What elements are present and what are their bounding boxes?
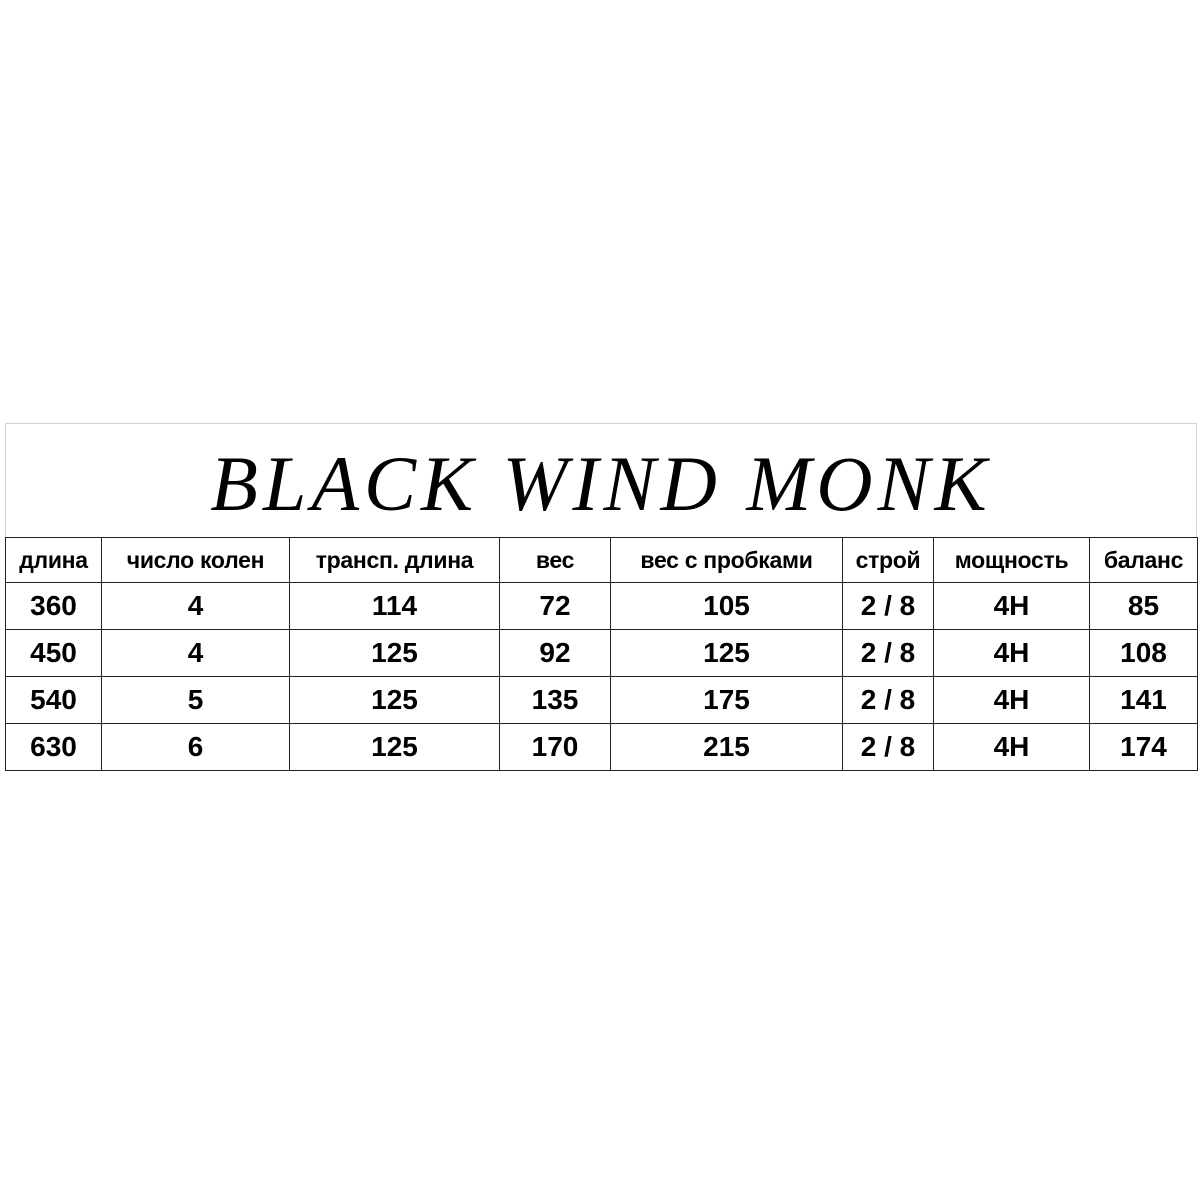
table-cell: 105 <box>610 582 843 630</box>
table-cell: 125 <box>610 629 843 677</box>
table-cell: 2 / 8 <box>842 582 934 630</box>
table-cell: 135 <box>499 676 611 724</box>
table-cell: 170 <box>499 723 611 771</box>
table-cell: 125 <box>289 629 500 677</box>
table-cell: 215 <box>610 723 843 771</box>
table-cell: 630 <box>5 723 102 771</box>
table-cell: 4 <box>101 582 290 630</box>
table-cell: 141 <box>1089 676 1198 724</box>
table-row: 630 6 125 170 215 2 / 8 4H 174 <box>5 723 1198 771</box>
table-cell: 125 <box>289 676 500 724</box>
header-weight-with-caps: вес с пробками <box>610 537 843 583</box>
header-power: мощность <box>933 537 1090 583</box>
table-cell: 175 <box>610 676 843 724</box>
spec-table: длина число колен трансп. длина вес вес … <box>5 537 1198 771</box>
table-cell: 72 <box>499 582 611 630</box>
table-row: 360 4 114 72 105 2 / 8 4H 85 <box>5 582 1198 630</box>
title-cell: BLACK WIND MONK <box>5 423 1197 537</box>
table-cell: 4H <box>933 676 1090 724</box>
table-cell: 114 <box>289 582 500 630</box>
table-cell: 360 <box>5 582 102 630</box>
header-length: длина <box>5 537 102 583</box>
spec-sheet: BLACK WIND MONK длина число колен трансп… <box>5 423 1198 771</box>
table-row: 540 5 125 135 175 2 / 8 4H 141 <box>5 676 1198 724</box>
table-cell: 2 / 8 <box>842 676 934 724</box>
table-cell: 4H <box>933 629 1090 677</box>
header-row: длина число колен трансп. длина вес вес … <box>5 537 1198 583</box>
table-cell: 4 <box>101 629 290 677</box>
table-cell: 174 <box>1089 723 1198 771</box>
table-cell: 6 <box>101 723 290 771</box>
table-cell: 92 <box>499 629 611 677</box>
table-cell: 125 <box>289 723 500 771</box>
table-cell: 85 <box>1089 582 1198 630</box>
table-cell: 450 <box>5 629 102 677</box>
product-title: BLACK WIND MONK <box>210 439 992 527</box>
header-weight: вес <box>499 537 611 583</box>
table-row: 450 4 125 92 125 2 / 8 4H 108 <box>5 629 1198 677</box>
table-cell: 2 / 8 <box>842 723 934 771</box>
table-cell: 4H <box>933 723 1090 771</box>
table-cell: 540 <box>5 676 102 724</box>
table-cell: 2 / 8 <box>842 629 934 677</box>
header-action: строй <box>842 537 934 583</box>
header-transport-length: трансп. длина <box>289 537 500 583</box>
table-cell: 4H <box>933 582 1090 630</box>
table-cell: 108 <box>1089 629 1198 677</box>
header-balance: баланс <box>1089 537 1198 583</box>
header-sections: число колен <box>101 537 290 583</box>
table-cell: 5 <box>101 676 290 724</box>
